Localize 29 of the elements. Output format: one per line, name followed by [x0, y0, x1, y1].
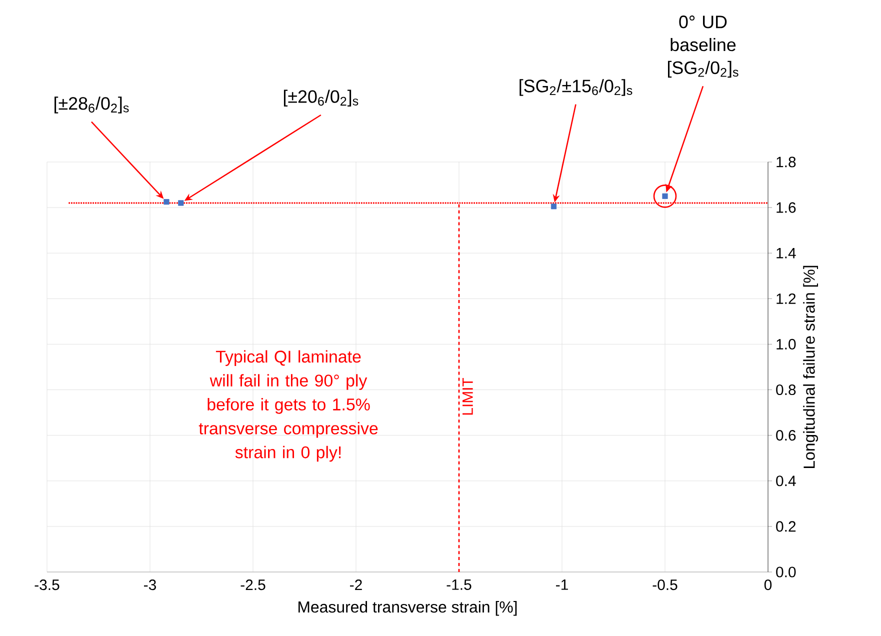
x-tick-label: -2.5 [240, 580, 266, 590]
point [550, 204, 557, 210]
y-tick-label: 0.6 [776, 430, 796, 441]
y-tick-label: 1.8 [776, 156, 796, 168]
y-tick-label: 1.0 [776, 338, 796, 350]
x-tick-label: -0.5 [652, 580, 678, 590]
y-tick-label: 0.8 [776, 384, 796, 396]
annotation: [±28$_{6}$/0$_{2}$]$_{s}$ [54, 96, 129, 114]
y-tick-label: 1.4 [776, 248, 796, 258]
point [178, 200, 184, 206]
y-tick-label: 0.2 [776, 521, 796, 532]
y-tick-label: 0.4 [776, 476, 796, 486]
x-tick-label: -1 [556, 580, 568, 590]
y-axis-title: Longitudinal failure strain [%] [803, 266, 818, 468]
ref-line-label: LIMIT [462, 378, 473, 415]
annotation: [SG$_{2}$/±15$_{6}$/0$_{2}$]$_{s}$ [520, 79, 632, 96]
point [164, 199, 170, 205]
y-tick-label: 1.2 [776, 293, 796, 304]
x-axis-title: Measured transverse strain [%] [298, 600, 517, 616]
annotation: [±20$_{6}$/0$_{2}$]$_{s}$ [284, 90, 358, 106]
y-tick-label: 0.0 [776, 566, 796, 578]
y-tick-label: 1.6 [776, 202, 796, 213]
x-tick-label: 0 [764, 580, 772, 590]
x-tick-label: -1.5 [446, 580, 472, 590]
annotation: Typical QI laminate will fail in the 90° ply before it gets to 1.5% transverse compressive strain in 0 ply! [198, 350, 378, 462]
x-tick-label: -3.5 [34, 580, 60, 590]
x-tick-label: -3 [144, 580, 156, 590]
annotation: 0° UD baseline [SG$_{2}$/0$_{2}$]$_{s}$ [668, 16, 738, 78]
x-tick-label: -2 [350, 580, 362, 590]
